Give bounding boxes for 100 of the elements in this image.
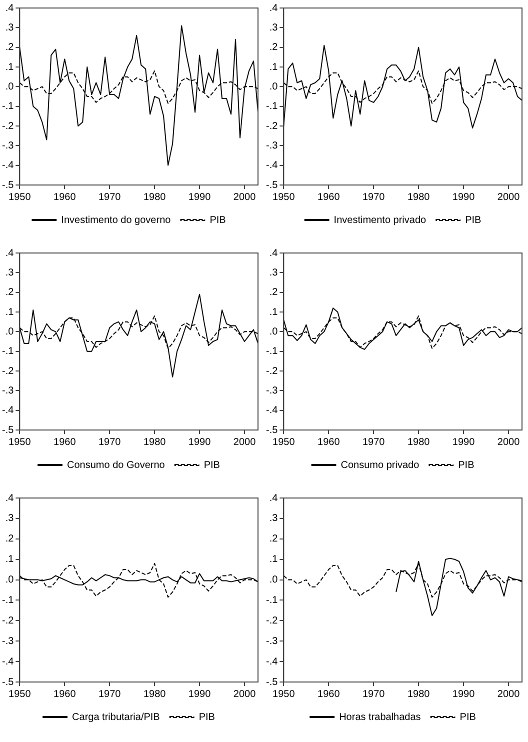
y-tick-label: -.4 [266,656,278,668]
y-tick-label: .0 [5,81,14,92]
legend-label: Investimento privado [334,214,427,226]
y-tick-label: -.2 [266,120,278,132]
y-tick-label: .0 [269,326,278,338]
y-tick-label: .2 [269,534,278,545]
legend-label: PIB [460,712,476,723]
x-tick-label: 1990 [452,192,476,203]
x-tick-label: 1960 [54,688,76,700]
y-tick-label: .2 [269,42,278,54]
y-tick-label: .3 [5,267,14,278]
x-tick-label: 2000 [497,688,520,700]
x-tick-label: 1970 [98,192,122,203]
x-tick-label: 2000 [497,436,520,448]
y-tick-label: .3 [269,22,278,34]
x-tick-label: 1970 [98,436,122,448]
x-tick-label: 1990 [452,688,476,700]
y-tick-label: -.4 [2,405,14,416]
y-tick-label: -.1 [2,594,14,606]
y-tick-label: .4 [5,248,14,259]
y-tick-label: -.3 [2,140,14,152]
x-tick-label: 1950 [272,192,296,203]
x-tick-label: 1950 [8,688,32,700]
x-tick-label: 1980 [407,436,430,448]
x-tick-label: 1970 [98,688,122,700]
x-tick-label: 2000 [497,192,520,203]
y-tick-label: -.1 [266,101,278,112]
legend-label: Investimento do governo [61,214,172,226]
x-tick-label: 1960 [54,436,76,448]
y-tick-label: -.5 [266,676,278,688]
y-tick-label: -.2 [2,120,14,132]
y-tick-label: .4 [269,2,278,14]
y-tick-label: .0 [5,574,14,586]
x-tick-label: 1970 [362,192,386,203]
y-tick-label: .1 [5,62,14,73]
y-tick-label: -.3 [2,636,14,647]
x-tick-label: 1990 [452,436,476,448]
y-tick-label: -.3 [266,140,278,152]
x-tick-label: 1950 [272,436,296,448]
x-tick-label: 2000 [233,192,256,203]
y-tick-label: .0 [269,81,278,92]
legend-label: PIB [198,712,216,723]
y-tick-label: -.5 [2,676,14,688]
y-tick-label: -.2 [2,366,14,377]
y-tick-label: -.3 [266,636,278,647]
legend-label: PIB [210,214,226,226]
x-tick-label: 1960 [318,192,340,203]
legend-label: Consumo do Governo [67,460,166,471]
y-tick-label: .3 [5,22,14,34]
y-tick-label: -.4 [2,656,14,668]
y-tick-label: -.3 [2,385,14,396]
x-tick-label: 1980 [143,436,166,448]
x-tick-label: 1990 [188,436,212,448]
x-tick-label: 1980 [407,192,430,203]
y-tick-label: .0 [269,574,278,586]
legend-label: PIB [465,214,482,226]
x-tick-label: 2000 [233,436,256,448]
x-tick-label: 1980 [143,192,166,203]
legend-label: Consumo privado [340,460,420,471]
x-tick-label: 1960 [318,688,340,700]
y-tick-label: .1 [269,62,278,73]
y-tick-label: -.1 [2,346,14,358]
x-tick-label: 1980 [407,688,430,700]
y-tick-label: .1 [5,306,14,318]
y-tick-label: .4 [5,2,14,14]
x-tick-label: 1960 [54,192,76,203]
y-tick-label: -.1 [266,594,278,606]
y-tick-label: .1 [269,554,278,566]
y-tick-label: -.5 [2,180,14,191]
x-tick-label: 2000 [233,688,256,700]
y-tick-label: -.2 [266,615,278,626]
x-tick-label: 1990 [188,192,212,203]
y-tick-label: -.4 [266,160,278,172]
y-tick-label: -.1 [2,101,14,112]
legend-label: Carga tributaria/PIB [72,712,160,723]
legend-label: PIB [204,460,220,471]
y-tick-label: .4 [269,492,278,504]
y-tick-label: .3 [5,513,14,524]
y-tick-label: .2 [5,287,14,298]
x-tick-label: 1950 [8,192,32,203]
y-tick-label: .2 [5,42,14,54]
y-tick-label: -.4 [266,405,278,416]
x-tick-label: 1980 [143,688,166,700]
legend-label: PIB [458,460,475,471]
y-tick-label: -.5 [266,180,278,191]
legend-label: Horas trabalhadas [339,712,421,723]
y-tick-label: -.1 [266,346,278,358]
y-tick-label: .0 [5,326,14,338]
x-tick-label: 1970 [362,436,386,448]
y-tick-label: .2 [5,534,14,545]
y-tick-label: -.4 [2,160,14,172]
y-tick-label: -.5 [2,424,14,436]
y-tick-label: -.5 [266,424,278,436]
y-tick-label: -.2 [2,615,14,626]
y-tick-label: .4 [269,248,278,259]
y-tick-label: .3 [269,267,278,278]
x-tick-label: 1970 [362,688,386,700]
y-tick-label: -.3 [266,385,278,396]
y-tick-label: -.2 [266,366,278,377]
x-tick-label: 1950 [8,436,32,448]
